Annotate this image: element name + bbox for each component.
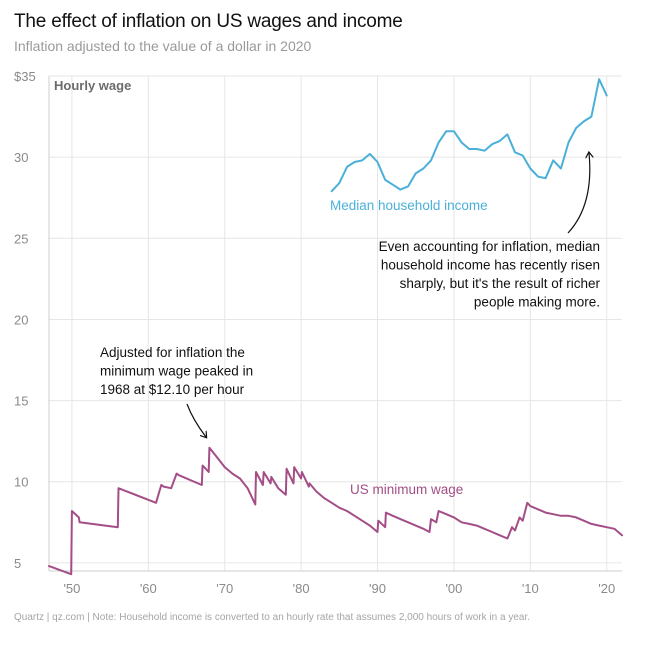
x-tick-label: '80 [293,581,310,596]
y-tick-label: 30 [14,150,28,165]
annotation-arrow-min-wage [186,403,206,437]
annotation-income-rise: Even accounting for inflation, median hou… [379,239,601,310]
annotation-line: household income has recently risen [381,258,600,273]
annotation-line: people making more. [474,295,600,310]
y-tick-label: 5 [14,556,21,571]
x-tick-label: '90 [369,581,386,596]
annotation-line: Even accounting for inflation, median [379,239,600,254]
annotation-line: minimum wage peaked in [100,364,253,379]
chart-subtitle: Inflation adjusted to the value of a dol… [14,38,312,54]
x-tick-label: '50 [63,581,80,596]
y-tick-label: 20 [14,312,28,327]
x-tick-label: '00 [445,581,462,596]
annotation-arrow-income [567,153,590,234]
y-tick-label: 10 [14,475,28,490]
series-line-median-household-income [330,78,608,193]
y-axis-label: Hourly wage [54,78,131,93]
series-line-us-minimum-wage [48,446,623,576]
chart-title: The effect of inflation on US wages and … [14,11,403,32]
annotation-line: 1968 at $12.10 per hour [100,382,245,397]
series-label-income: Median household income [330,198,488,213]
footer-note: Quartz | qz.com | Note: Household income… [14,612,531,623]
y-tick-label: $35 [14,69,36,84]
annotation-line: Adjusted for inflation the [100,345,245,360]
annotation-min-wage-peak: Adjusted for inflation the minimum wage p… [100,345,253,397]
x-tick-label: '10 [522,581,539,596]
series-label-wage: US minimum wage [350,482,463,497]
annotation-line: sharply, but it's the result of richer [400,276,601,291]
x-tick-label: '70 [216,581,233,596]
y-tick-label: 15 [14,394,28,409]
x-tick-label: '60 [140,581,157,596]
y-tick-label: 25 [14,231,28,246]
x-tick-label: '20 [598,581,615,596]
